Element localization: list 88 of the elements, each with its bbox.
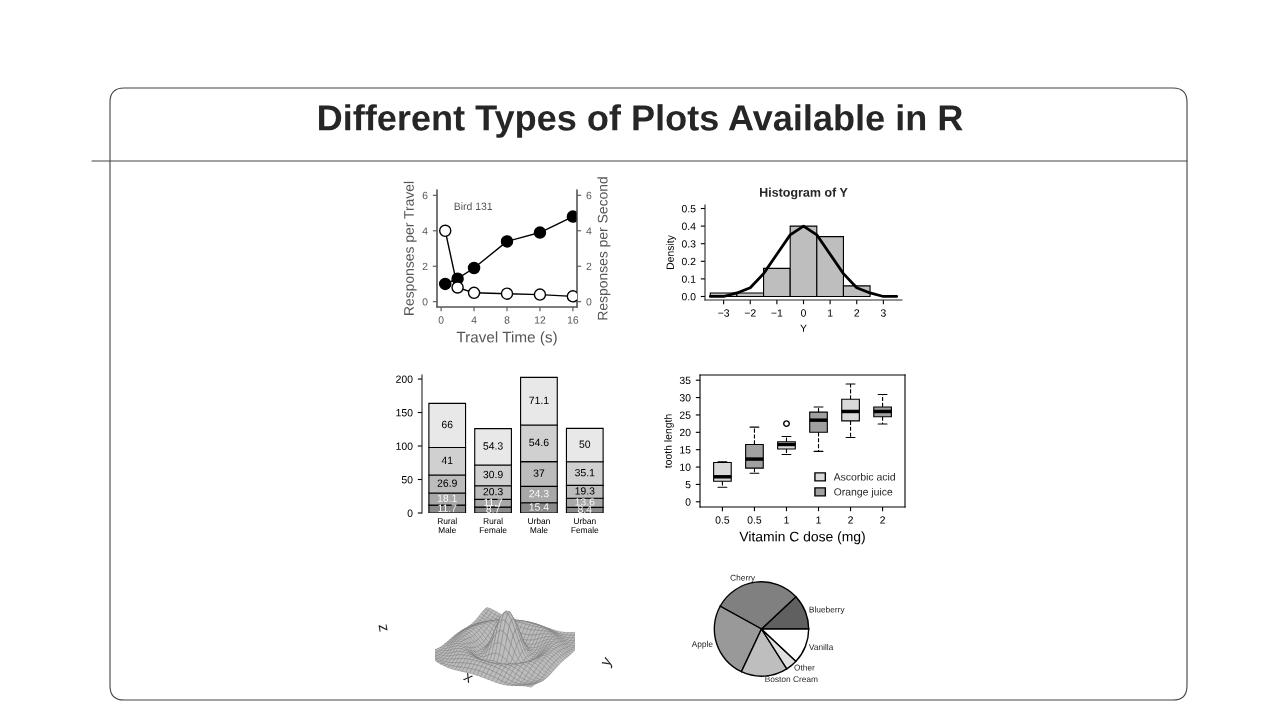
x-tick-label: 0.5 xyxy=(747,516,762,524)
text: z xyxy=(378,624,388,632)
y-tick-label: 0 xyxy=(407,509,413,517)
y-tick-label: 0.5 xyxy=(681,205,696,213)
text: y xyxy=(601,656,616,669)
slice-label: Apple xyxy=(691,640,713,649)
data-label: 19.3 xyxy=(575,487,595,495)
x-tick-label: 16 xyxy=(567,316,579,324)
x-tick-label: 1 xyxy=(784,516,789,524)
y-tick-label: 0 xyxy=(685,498,691,506)
x-tick-label: 8 xyxy=(504,316,510,324)
data-label: 24.3 xyxy=(529,489,549,498)
data-label: 26.9 xyxy=(437,479,457,487)
slice-label: Other xyxy=(794,664,815,671)
data-label: 35.1 xyxy=(575,469,595,477)
y-axis-title: Responses per Travel xyxy=(403,181,417,315)
y-axis-title: Density xyxy=(666,235,676,270)
y-tick-label: 35 xyxy=(679,376,691,385)
x-tick-label: 3 xyxy=(880,309,886,317)
y2-tick-label: 0 xyxy=(586,298,592,306)
x-tick-label: 1 xyxy=(828,309,833,317)
x-tick-label: 0 xyxy=(801,309,806,317)
data-label: 66 xyxy=(441,420,453,429)
x-tick-label: 12 xyxy=(534,316,546,324)
y-tick-label: 0.2 xyxy=(681,257,696,266)
x-tick-label: Urban Female xyxy=(571,517,599,533)
slice-label: Blueberry xyxy=(809,606,845,615)
slice-label: Cherry xyxy=(730,574,756,583)
y-tick-label: 200 xyxy=(396,375,413,383)
data-label: 54.3 xyxy=(483,442,503,450)
x-tick-label: Urban Male xyxy=(528,517,550,533)
text: x xyxy=(462,672,474,684)
y-tick-label: 30 xyxy=(679,394,691,402)
x-tick-label: 2 xyxy=(880,516,885,524)
y-tick-label: 0.1 xyxy=(681,275,696,283)
x-axis-title: Vitamin C dose (mg) xyxy=(739,531,865,545)
y-tick-label: 25 xyxy=(679,411,691,419)
y-axis-title: tooth length xyxy=(664,414,674,469)
x-tick-label: Rural Male xyxy=(437,517,457,533)
data-label: 13.6 xyxy=(575,498,595,506)
x-tick-label: 0.5 xyxy=(715,516,730,524)
x-tick-label: 2 xyxy=(848,516,853,524)
data-label: 30.9 xyxy=(483,470,503,479)
y2-tick-label: 4 xyxy=(586,227,592,235)
y-tick-label: 10 xyxy=(680,463,691,471)
text: Different Types of Plots Available in R xyxy=(319,104,963,138)
y-tick-label: 20 xyxy=(679,428,691,437)
x-tick-label: 0 xyxy=(438,316,444,324)
data-label: 20.3 xyxy=(483,487,503,496)
y2-axis-title: Responses per Second xyxy=(597,177,611,320)
data-label: 71.1 xyxy=(529,396,549,404)
y-tick-label: 4 xyxy=(422,227,428,235)
chart-title: Histogram of Y xyxy=(760,187,848,200)
x-tick-label: −2 xyxy=(744,309,756,317)
data-label: 50 xyxy=(579,440,591,448)
x-tick-label: 1 xyxy=(816,516,821,524)
y-tick-label: 15 xyxy=(680,446,691,454)
data-label: 18.1 xyxy=(437,494,457,502)
data-label: 11.7 xyxy=(438,504,457,512)
x-axis-title: Y xyxy=(800,324,807,332)
x-tick-label: 2 xyxy=(854,309,860,317)
x-tick-label: Rural Female xyxy=(479,517,507,533)
y-tick-label: 2 xyxy=(422,262,428,270)
y-tick-label: 5 xyxy=(685,481,691,489)
slice-label: Boston Cream xyxy=(765,676,818,683)
y-tick-label: 0.0 xyxy=(681,292,696,301)
annotation: Bird 131 xyxy=(454,202,493,210)
y-tick-label: 150 xyxy=(396,409,413,417)
x-tick-label: −1 xyxy=(771,309,783,317)
y-tick-label: 6 xyxy=(422,191,428,200)
x-axis-title: Travel Time (s) xyxy=(456,331,557,346)
data-label: 11.7 xyxy=(484,498,503,506)
y2-tick-label: 6 xyxy=(586,191,592,200)
legend-label: Orange juice xyxy=(834,487,893,498)
x-tick-label: −3 xyxy=(718,309,730,317)
legend-label: Ascorbic acid xyxy=(833,472,895,481)
y2-tick-label: 2 xyxy=(586,262,592,270)
data-label: 54.6 xyxy=(529,438,549,447)
y-tick-label: 0.3 xyxy=(681,240,696,248)
x-tick-label: 4 xyxy=(471,316,477,324)
y-tick-label: 100 xyxy=(396,442,413,450)
data-label: 41 xyxy=(441,456,453,464)
y-tick-label: 0 xyxy=(422,298,428,306)
data-label: 37 xyxy=(533,469,545,477)
data-label: 15.4 xyxy=(529,503,549,511)
y-tick-label: 50 xyxy=(401,476,413,484)
y-tick-label: 0.4 xyxy=(681,222,696,230)
slice-label: Vanilla xyxy=(808,643,834,650)
